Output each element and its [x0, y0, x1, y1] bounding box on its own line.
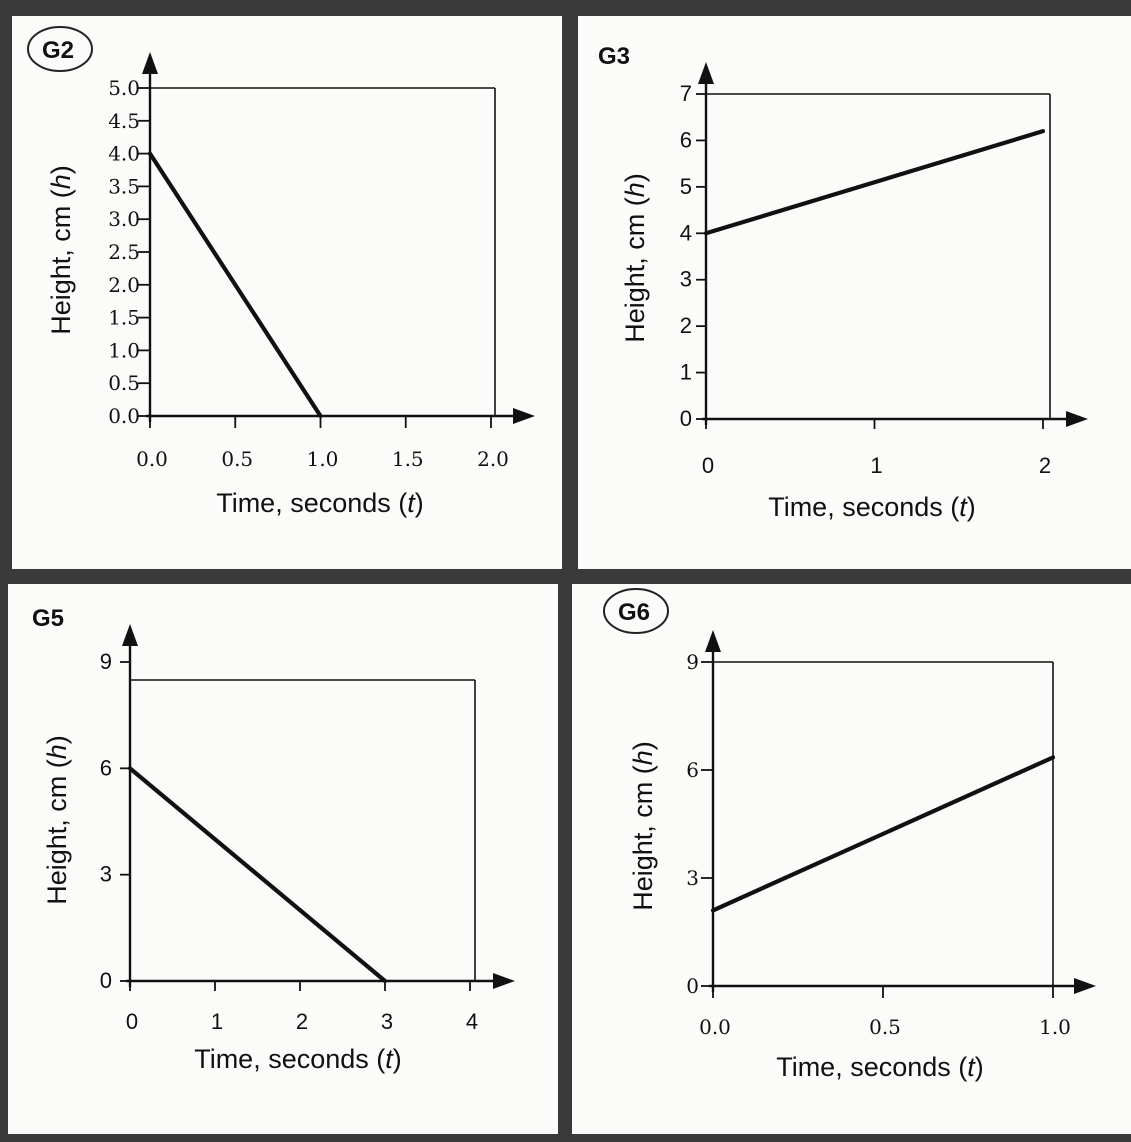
y-tick-label: 0.5: [108, 371, 140, 395]
x-axis-variable: t: [385, 1044, 394, 1074]
x-tick-label: 4: [466, 1009, 478, 1034]
data-series-line: [710, 755, 1056, 913]
y-axis-title: Height, cm (h): [42, 735, 72, 905]
y-tick-label: 6: [686, 758, 699, 782]
y-tick-label: 9: [100, 649, 112, 674]
y-tick-label: 1.0: [108, 338, 140, 362]
y-tick-label: 3.0: [108, 207, 140, 231]
y-axis-variable: h: [628, 750, 658, 765]
chart-g2: 0.0 0.5 1.0 1.5 2.0 2.5 3.0 3.5 4.0 4.5 5.0 0.0 0.5 1…: [27, 26, 535, 518]
x-axis-title: Time, seconds (t): [768, 492, 976, 522]
y-tick-label: 7: [680, 81, 692, 106]
x-tick-label: 0: [702, 453, 714, 478]
y-axis-variable: h: [620, 182, 650, 197]
data-series-line: [127, 766, 388, 984]
chart-g5: 0 3 6 9 0 1 2 3 4 Time, seconds (t) Height, cm (h)…: [32, 605, 515, 1074]
x-tick-label: 0: [126, 1009, 138, 1034]
x-axis-close: ): [393, 1044, 402, 1074]
data-series-line: [147, 151, 323, 419]
x-tick-label: 1.5: [392, 447, 424, 471]
hand-drawn-circle: [603, 588, 669, 634]
y-tick-label: 1: [680, 360, 692, 385]
y-axis-close: ): [620, 173, 650, 182]
panel-g3: [578, 16, 1131, 569]
y-tick-label: 0: [686, 974, 699, 998]
x-axis-variable: t: [959, 492, 968, 522]
y-tick-label: 4.5: [108, 109, 140, 133]
y-tick-label: 3: [680, 267, 692, 292]
x-axis-arrow: [493, 973, 515, 989]
panel-label: G6: [618, 599, 650, 626]
y-axis-title: Height, cm (h): [46, 165, 76, 335]
y-axis-arrow: [142, 52, 158, 74]
y-tick-label: 3: [686, 866, 699, 890]
x-axis-variable: t: [407, 488, 416, 518]
y-axis-close: ): [42, 735, 72, 744]
data-series-line: [703, 129, 1046, 236]
y-tick-label: 0.0: [108, 404, 140, 428]
x-axis-close: ): [975, 1052, 984, 1082]
x-axis-variable: t: [967, 1052, 976, 1082]
x-axis-title: Time, seconds (t): [216, 488, 424, 518]
panel-label: G3: [598, 43, 630, 70]
x-tick-label: 1.0: [307, 447, 339, 471]
x-tick-label: 1.0: [1039, 1015, 1071, 1039]
x-tick-label: 2: [1039, 453, 1051, 478]
x-tick-label: 0.5: [221, 447, 253, 471]
panel-label: G2: [42, 37, 74, 64]
y-tick-label: 4: [680, 220, 692, 245]
x-tick-label: 0.5: [869, 1015, 901, 1039]
panel-label: G5: [32, 605, 64, 632]
chart-g6: 0 3 6 9 0.0 0.5 1.0 Time, seconds (t) Height, cm…: [603, 588, 1096, 1082]
y-tick-label: 9: [686, 650, 699, 674]
y-axis-variable: h: [42, 744, 72, 759]
y-axis-variable: h: [46, 174, 76, 189]
x-tick-label: 2: [296, 1009, 308, 1034]
x-tick-label: 2.0: [477, 447, 509, 471]
y-tick-label: 0: [100, 968, 112, 993]
y-tick-label: 5.0: [108, 76, 140, 100]
x-axis-close: ): [967, 492, 976, 522]
y-tick-label: 2.0: [108, 273, 140, 297]
x-axis-title: Time, seconds (t): [194, 1044, 402, 1074]
y-axis-title: Height, cm (h): [620, 173, 650, 343]
y-tick-label: 5: [680, 174, 692, 199]
y-axis-arrow: [705, 630, 721, 652]
chart-g3: 0 1 2 3 4 5 6 7 0 1 2 Time, seconds (t) Height, cm (…: [598, 43, 1088, 522]
y-tick-label: 0: [680, 406, 692, 431]
y-axis-arrow: [698, 62, 714, 84]
x-tick-label: 0.0: [699, 1015, 731, 1039]
x-axis-close: ): [415, 488, 424, 518]
panel-g6: [572, 584, 1131, 1134]
y-tick-label: 3: [100, 862, 112, 887]
panel-g5: [8, 584, 558, 1134]
x-tick-label: 1: [211, 1009, 223, 1034]
x-axis-title: Time, seconds (t): [776, 1052, 984, 1082]
y-axis-arrow: [122, 624, 138, 646]
y-tick-label: 2.5: [108, 240, 140, 264]
y-axis-close: ): [628, 741, 658, 750]
x-tick-label: 1: [870, 453, 882, 478]
y-axis-title: Height, cm (h): [628, 741, 658, 911]
hand-drawn-circle: [27, 26, 93, 72]
y-tick-label: 2: [680, 313, 692, 338]
x-axis-arrow: [1074, 978, 1096, 994]
y-tick-label: 6: [680, 127, 692, 152]
x-axis-arrow: [1066, 411, 1088, 427]
x-tick-label: 0.0: [136, 447, 168, 471]
y-tick-label: 4.0: [108, 142, 140, 166]
y-axis-close: ): [46, 165, 76, 174]
y-tick-label: 1.5: [108, 306, 140, 330]
y-tick-label: 6: [100, 755, 112, 780]
x-axis-arrow: [513, 408, 535, 424]
y-tick-label: 3.5: [108, 174, 140, 198]
x-tick-label: 3: [381, 1009, 393, 1034]
panel-g2: [12, 16, 562, 569]
